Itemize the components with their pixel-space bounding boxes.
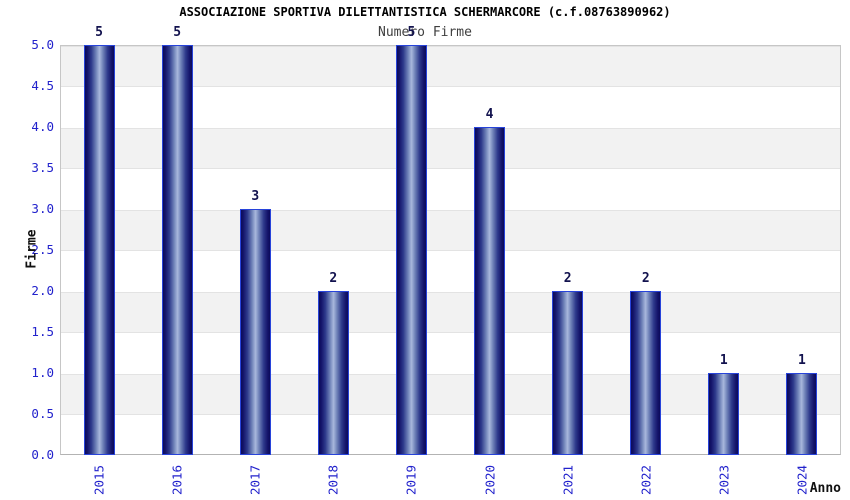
y-tick-label: 2.5	[31, 242, 54, 257]
bar-2020	[474, 127, 506, 455]
y-tick-label: 5.0	[31, 37, 54, 52]
bar-value-label-2023: 1	[719, 353, 728, 368]
bar-value-label-2018: 2	[329, 271, 338, 286]
y-tick-label: 0.0	[31, 447, 54, 462]
y-tick-label: 4.0	[31, 119, 54, 134]
bar-2016	[161, 45, 193, 455]
bar-2018	[317, 291, 349, 455]
x-tick-label-2016: 2016	[169, 464, 185, 496]
chart-title: ASSOCIAZIONE SPORTIVA DILETTANTISTICA SC…	[179, 5, 671, 19]
bar-value-label-2022: 2	[641, 271, 650, 286]
bar-2015	[83, 45, 115, 455]
x-tick-label-2024: 2024	[794, 464, 810, 496]
y-tick-label: 1.5	[31, 324, 54, 339]
x-tick-label-2023: 2023	[716, 464, 732, 496]
bar-value-label-2020: 4	[485, 107, 494, 122]
bar-value-label-2015: 5	[95, 25, 103, 40]
bar-2024	[786, 373, 818, 455]
x-tick-label-2017: 2017	[247, 464, 263, 496]
bar-value-label-2016: 5	[173, 25, 182, 40]
x-axis-label: Anno	[809, 481, 841, 496]
bar-2021	[552, 291, 584, 455]
x-tick-label-2021: 2021	[560, 464, 576, 496]
bar-value-label-2021: 2	[563, 271, 572, 286]
x-tick-label-2015: 2015	[91, 464, 107, 496]
bar-2023	[708, 373, 740, 455]
chart-subtitle: Numero Firme	[378, 25, 472, 40]
x-tick-label-2020: 2020	[482, 464, 498, 496]
y-tick-label: 2.0	[31, 283, 54, 298]
y-tick-label: 3.0	[31, 201, 54, 216]
x-tick-label-2019: 2019	[403, 464, 419, 496]
x-tick-label-2022: 2022	[638, 464, 654, 496]
y-tick-label: 4.5	[31, 78, 54, 93]
bar-2022	[630, 291, 662, 455]
bar-value-label-2017: 3	[251, 189, 260, 204]
y-tick-label: 3.5	[31, 160, 54, 175]
bar-value-label-2024: 1	[798, 353, 806, 368]
y-axis-label: Firme	[24, 229, 40, 269]
x-tick-label-2018: 2018	[325, 464, 341, 496]
y-tick-label: 1.0	[31, 365, 54, 380]
bar-2017	[239, 209, 271, 455]
bar-2019	[395, 45, 427, 455]
y-tick-label: 0.5	[31, 406, 54, 421]
bar-value-label-2019: 5	[407, 25, 416, 40]
